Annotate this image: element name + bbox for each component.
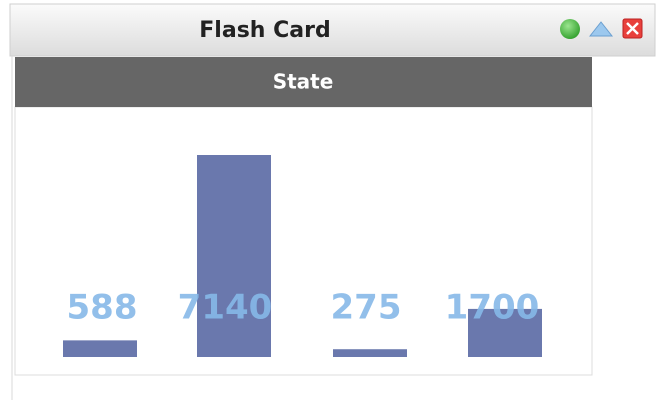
plot: 588 7140 275 1700: [63, 155, 542, 357]
minimize-button[interactable]: [560, 19, 580, 39]
bar: [197, 155, 271, 357]
chart-title: State: [273, 70, 334, 94]
value-label: 1700: [445, 288, 540, 328]
chart-header: [15, 57, 592, 107]
bar: [333, 349, 407, 357]
value-label: 275: [331, 288, 402, 328]
bar: [63, 340, 137, 357]
close-icon: [626, 22, 639, 35]
value-label: 588: [67, 288, 138, 328]
window-title: Flash Card: [199, 18, 330, 43]
maximize-button[interactable]: [588, 21, 614, 37]
bar: [468, 308, 542, 357]
title-bar: [9, 3, 656, 57]
value-label: 7140: [178, 288, 273, 328]
